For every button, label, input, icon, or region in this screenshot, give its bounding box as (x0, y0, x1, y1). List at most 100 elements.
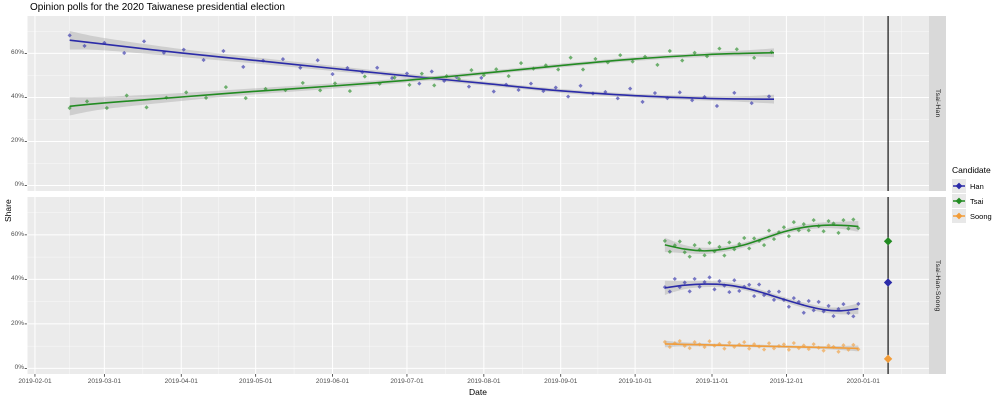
poll-point-soong (856, 347, 861, 352)
poll-point-han (82, 43, 87, 49)
x-tick-label: 2019-07-01 (390, 378, 424, 385)
poll-point-tsai (469, 68, 474, 73)
poll-point-soong (806, 346, 811, 352)
poll-point-han (603, 89, 608, 95)
poll-point-tsai (318, 88, 323, 93)
poll-point-tsai (568, 55, 573, 60)
poll-point-han (404, 71, 410, 76)
poll-point-soong (727, 340, 732, 345)
poll-point-han (761, 293, 767, 298)
poll-point-soong (687, 346, 692, 351)
poll-point-soong (732, 344, 737, 349)
poll-point-han (836, 306, 841, 312)
poll-point-tsai (104, 105, 109, 111)
poll-point-tsai (184, 90, 189, 95)
poll-point-tsai (506, 73, 511, 79)
legend-label: Soong (970, 211, 992, 221)
poll-point-han (389, 75, 395, 81)
poll-point-tsai (494, 67, 499, 72)
poll-point-han (766, 289, 772, 294)
poll-point-han (241, 64, 246, 69)
poll-point-han (578, 83, 583, 88)
poll-point-han (816, 299, 821, 304)
poll-point-han (851, 314, 856, 319)
poll-point-han (707, 275, 712, 280)
poll-point-tsai (662, 238, 667, 243)
poll-point-soong (747, 346, 752, 351)
poll-point-tsai (618, 53, 623, 58)
poll-point-tsai (707, 240, 712, 245)
poll-point-tsai (593, 56, 598, 62)
poll-point-tsai (841, 218, 846, 223)
poll-point-han (67, 33, 72, 38)
trend-line-tsai (664, 224, 859, 252)
poll-point-tsai (456, 76, 462, 82)
poll-point-han (122, 50, 127, 56)
x-tick-label: 2019-04-01 (164, 378, 198, 385)
x-tick-label: 2019-05-01 (239, 378, 273, 385)
poll-point-tsai (419, 71, 424, 76)
poll-point-han (375, 65, 380, 70)
y-tick-label: 20% (10, 319, 24, 327)
poll-point-soong (722, 346, 727, 351)
poll-point-han (479, 75, 484, 80)
poll-point-han (766, 94, 772, 99)
x-tick-label: 2019-10-01 (618, 378, 652, 385)
trend-line-han (69, 39, 775, 101)
poll-point-han (801, 310, 806, 315)
poll-point-tsai (766, 228, 772, 233)
poll-point-han (692, 276, 697, 282)
poll-point-han (752, 293, 757, 299)
x-tick-label: 2019-08-01 (467, 378, 501, 385)
poll-point-han (796, 299, 801, 304)
legend-title: Candidate (952, 165, 991, 175)
poll-point-han (504, 82, 509, 87)
legend-label: Tsai (970, 196, 984, 206)
poll-point-soong (677, 338, 682, 344)
poll-point-han (687, 289, 692, 294)
trend-line-soong (664, 343, 859, 350)
legend: Candidate Han Tsai Soong (952, 165, 1000, 224)
poll-point-tsai (727, 240, 732, 245)
poll-point-han (628, 86, 633, 91)
poll-point-han (747, 282, 752, 287)
poll-point-soong (821, 348, 826, 353)
poll-point-tsai (846, 226, 851, 231)
poll-point-han (831, 314, 836, 319)
poll-point-tsai (630, 59, 635, 64)
poll-point-tsai (67, 105, 72, 111)
poll-point-tsai (692, 242, 697, 248)
poll-point-tsai (796, 228, 801, 233)
poll-point-tsai (377, 81, 382, 86)
poll-point-tsai (223, 85, 229, 90)
poll-point-han (491, 89, 496, 94)
poll-point-soong (781, 342, 787, 347)
poll-point-soong (841, 343, 846, 348)
poll-point-tsai (680, 58, 685, 63)
poll-point-tsai (655, 62, 660, 67)
poll-point-soong (826, 343, 831, 348)
poll-point-tsai (518, 61, 524, 66)
poll-point-tsai (851, 217, 856, 222)
poll-point-han (665, 96, 670, 101)
poll-point-han (652, 90, 658, 96)
y-tick-label: 60% (10, 230, 24, 238)
poll-point-han (757, 282, 762, 287)
poll-point-han (749, 101, 754, 106)
poll-point-tsai (752, 55, 757, 60)
poll-point-tsai (407, 82, 412, 87)
poll-point-tsai (761, 242, 767, 248)
trend-line-tsai (69, 51, 775, 108)
poll-point-soong (771, 346, 777, 351)
poll-point-soong (761, 347, 767, 352)
poll-point-han (667, 289, 672, 294)
legend-key-diamond-icon (952, 179, 966, 193)
legend-key-diamond-icon (952, 209, 966, 223)
poll-point-han (201, 57, 206, 63)
poll-point-soong (717, 341, 722, 347)
facet-strip-label: Tsai-Han (934, 89, 941, 118)
poll-point-han (776, 289, 782, 294)
legend-key-diamond-icon (952, 194, 966, 208)
poll-point-han (141, 39, 147, 44)
